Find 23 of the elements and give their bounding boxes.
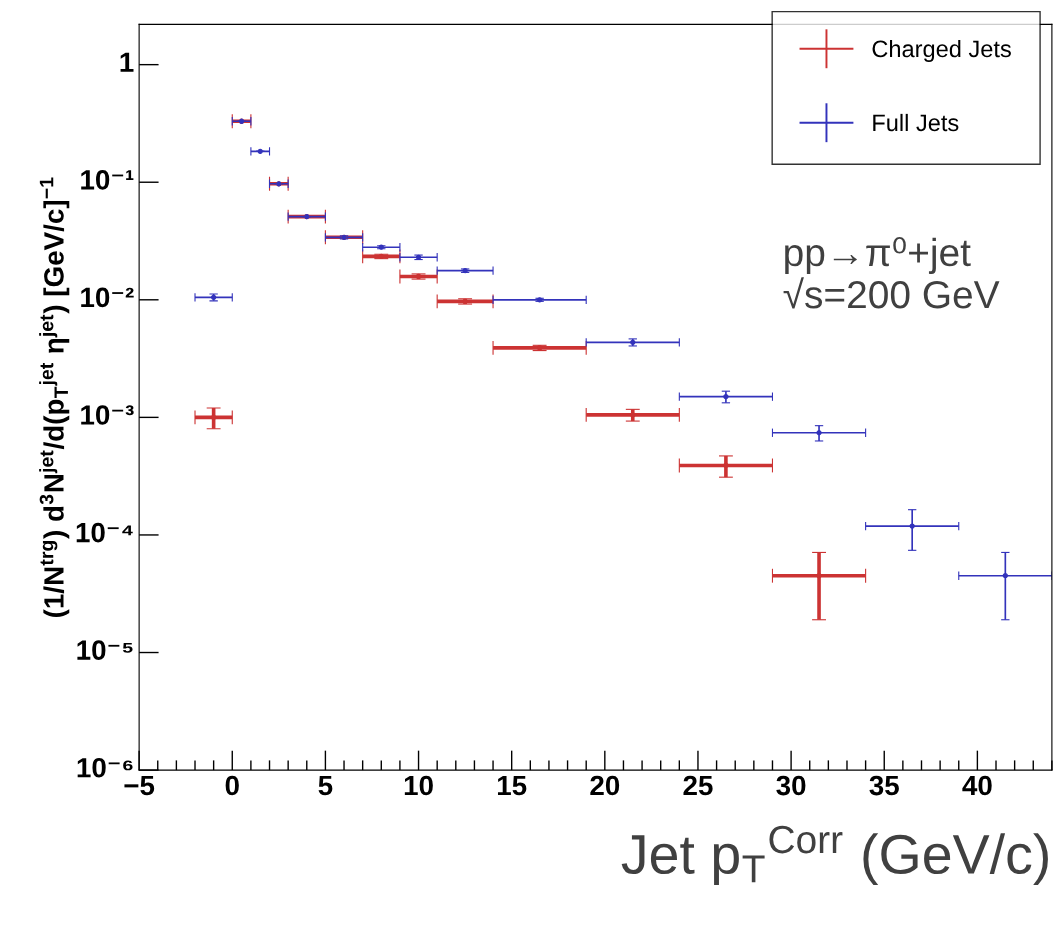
annotation: √s=200 GeV <box>783 277 1000 309</box>
x-tick-label: 0 <box>225 775 239 796</box>
y-tick-label: 1 <box>120 52 134 72</box>
legend-label: Full Jets <box>873 113 959 132</box>
y-tick-label: 10⁻² <box>81 287 134 308</box>
x-tick-label: 30 <box>776 775 806 796</box>
x-tick-label: 40 <box>962 775 992 796</box>
x-tick-label: 20 <box>590 775 620 796</box>
x-axis-title: Jet p$_{T}$$^{Corr}$ (GeV/c) <box>621 825 1048 886</box>
y-tick-label: 10⁻⁴ <box>76 522 133 543</box>
y-tick-label: 10⁻⁶ <box>77 757 133 778</box>
y-tick-label: 10⁻⁵ <box>77 640 133 660</box>
x-tick-label: 25 <box>683 775 713 796</box>
x-tick-label: 15 <box>497 775 527 796</box>
x-tick-label: −5 <box>124 775 155 796</box>
y-tick-label: 10⁻¹ <box>81 170 134 190</box>
x-tick-label: 35 <box>869 775 899 796</box>
x-tick-label: 10 <box>404 775 433 796</box>
legend-label: Charged Jets <box>872 39 1011 62</box>
y-tick-label: 10⁻³ <box>81 405 134 425</box>
x-tick-label: 5 <box>318 775 333 796</box>
annotation: pp→π⁰+jet <box>785 237 971 275</box>
text: (1/N$^{trg}$) d$^{3}$N$^{jet}$/d(p$_{T}$$^{jet}$ η$^{jet}$) [GeV/c]$^{−1}$ <box>39 177 70 617</box>
